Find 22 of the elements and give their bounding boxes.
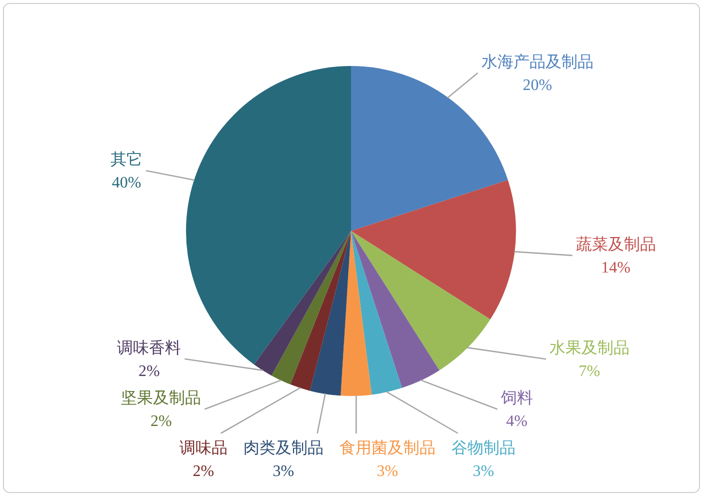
slice-label: 谷物制品 [451,439,516,457]
slice-label: 食用菌及制品 [339,439,436,457]
data-label: 40% [112,174,142,192]
data-label: 4% [506,413,528,430]
slice-label: 其它 [110,150,143,169]
data-label: 2% [192,463,214,480]
slice-label: 蔬菜及制品 [576,235,656,254]
data-label: 14% [601,259,630,276]
slice-label: 水果及制品 [549,339,630,357]
data-label: 3% [272,463,294,480]
data-label: 2% [138,363,160,380]
data-label: 20% [522,77,552,94]
slice-label: 水海产品及制品 [481,53,594,72]
data-label: 2% [150,413,172,430]
slice-label: 调味香料 [117,339,182,357]
data-label: 3% [376,463,398,480]
slice-label: 饲料 [500,389,533,407]
data-label: 3% [472,463,494,480]
data-label: 7% [578,363,600,380]
slice-label: 坚果及制品 [121,389,202,407]
slice-label: 肉类及制品 [243,439,324,457]
slice-label: 调味品 [179,439,228,457]
